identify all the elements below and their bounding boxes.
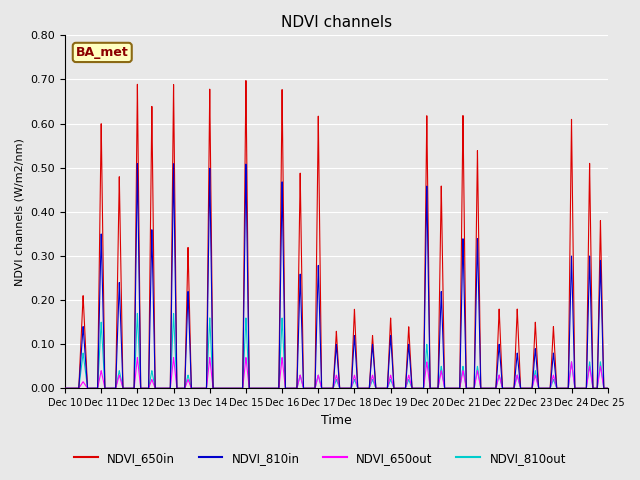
Title: NDVI channels: NDVI channels <box>281 15 392 30</box>
Text: BA_met: BA_met <box>76 46 129 59</box>
Y-axis label: NDVI channels (W/m2/nm): NDVI channels (W/m2/nm) <box>15 138 25 286</box>
Legend: NDVI_650in, NDVI_810in, NDVI_650out, NDVI_810out: NDVI_650in, NDVI_810in, NDVI_650out, NDV… <box>69 447 571 469</box>
X-axis label: Time: Time <box>321 414 352 427</box>
